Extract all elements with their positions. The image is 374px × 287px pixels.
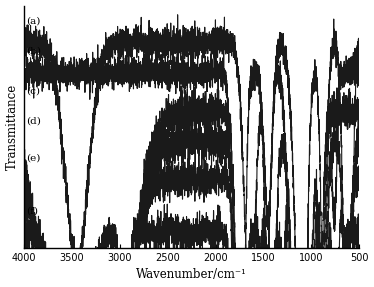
Y-axis label: Transmittance: Transmittance (6, 84, 19, 170)
Text: (a): (a) (26, 17, 40, 26)
Text: (f): (f) (26, 206, 38, 215)
Text: (b): (b) (26, 47, 41, 56)
Text: (d): (d) (26, 116, 41, 125)
Text: (e): (e) (26, 153, 40, 162)
Text: (c): (c) (26, 86, 40, 95)
X-axis label: Wavenumber/cm⁻¹: Wavenumber/cm⁻¹ (136, 268, 247, 282)
